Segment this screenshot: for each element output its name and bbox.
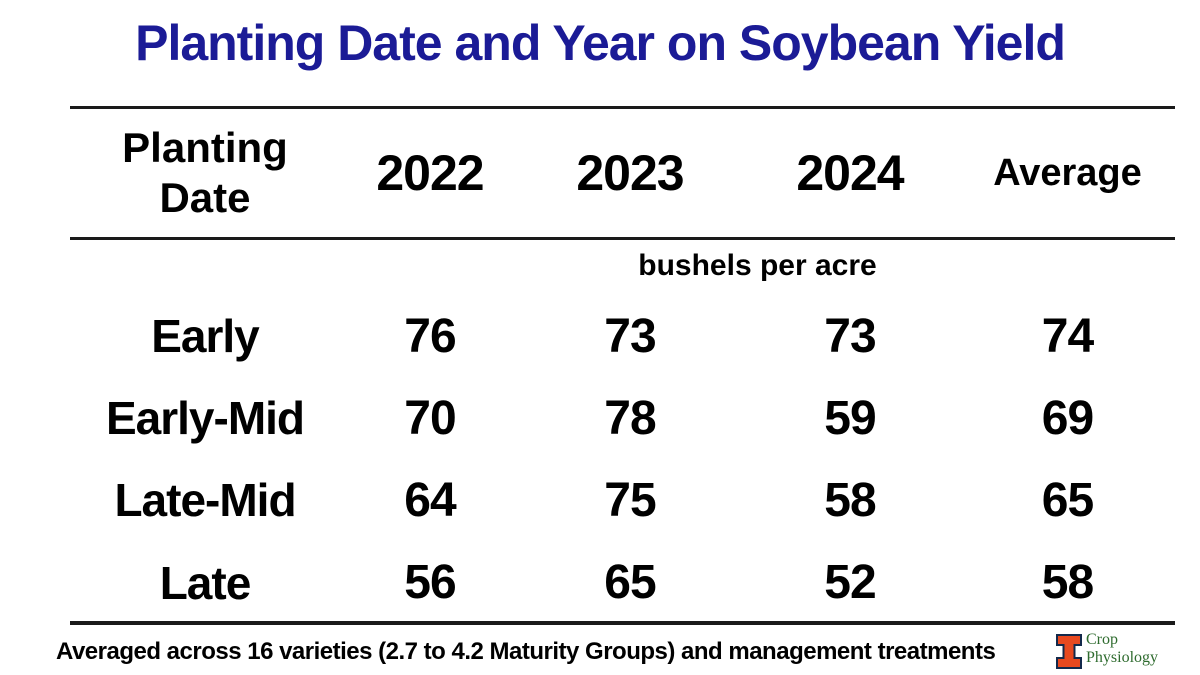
logo-wordmark: Crop Physiology bbox=[1086, 631, 1158, 667]
row-label-late-mid: Late-Mid bbox=[114, 474, 296, 526]
table-cell: 65 bbox=[604, 556, 656, 609]
slide-title: Planting Date and Year on Soybean Yield bbox=[135, 15, 1066, 71]
table-cell: 73 bbox=[824, 309, 876, 363]
table-cell: 64 bbox=[404, 473, 456, 527]
column-header-planting-date: Planting Date bbox=[70, 109, 340, 237]
row-label-late: Late bbox=[159, 556, 252, 609]
table-cell: 69 bbox=[1041, 391, 1094, 445]
logo-line2: Physiology bbox=[1086, 648, 1159, 666]
table-cell: 73 bbox=[604, 309, 656, 363]
table-cell: 76 bbox=[404, 309, 456, 363]
column-header-2022: 2022 bbox=[376, 145, 484, 201]
table-cell: 58 bbox=[824, 473, 876, 527]
row-label-early-mid: Early-Mid bbox=[105, 392, 305, 444]
table-cell: 52 bbox=[824, 556, 876, 609]
column-header-average: Average bbox=[993, 151, 1142, 194]
unit-note: bushels per acre bbox=[638, 249, 877, 282]
column-header-2023: 2023 bbox=[576, 145, 684, 201]
table-cell: 78 bbox=[604, 391, 656, 445]
table-cell: 65 bbox=[1041, 473, 1094, 527]
table-cell: 59 bbox=[824, 391, 876, 445]
divider-top bbox=[70, 106, 1175, 109]
table-cell: 56 bbox=[404, 556, 456, 609]
divider-header bbox=[70, 237, 1175, 240]
column-header-label: Planting Date bbox=[122, 124, 288, 221]
logo-line1: Crop bbox=[1086, 631, 1118, 648]
illinois-block-i-icon bbox=[1056, 634, 1082, 669]
column-header-2024: 2024 bbox=[796, 145, 904, 201]
footnote: Averaged across 16 varieties (2.7 to 4.2… bbox=[56, 638, 996, 665]
table-cell: 70 bbox=[404, 391, 456, 445]
table-cell: 74 bbox=[1041, 309, 1094, 363]
row-label-early: Early bbox=[151, 310, 260, 362]
table-cell: 58 bbox=[1041, 556, 1094, 609]
table-cell: 75 bbox=[604, 473, 656, 527]
yield-table: Planting Date 2022 2023 2024 Average bus… bbox=[70, 109, 1175, 624]
divider-bottom bbox=[70, 621, 1175, 625]
crop-physiology-logo: Crop Physiology bbox=[1055, 631, 1158, 670]
unit-row-spacer bbox=[70, 237, 340, 295]
